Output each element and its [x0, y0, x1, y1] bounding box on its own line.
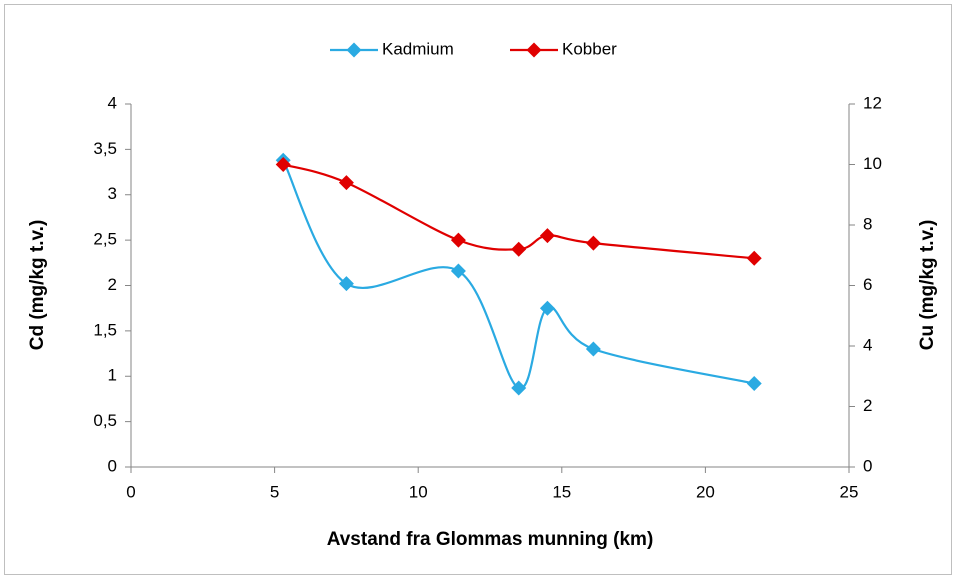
legend-label: Kadmium [382, 39, 454, 58]
data-point [450, 232, 466, 248]
y-tick-label: 3,5 [93, 139, 117, 158]
data-point [511, 380, 527, 396]
data-point [539, 300, 555, 316]
y2-tick-label: 2 [863, 396, 872, 415]
x-tick-label: 0 [126, 482, 135, 501]
data-point [450, 263, 466, 279]
x-tick-label: 20 [696, 482, 715, 501]
legend-marker [346, 42, 362, 58]
data-point [585, 235, 601, 251]
y-axis-title: Cd (mg/kg t.v.) [27, 220, 48, 351]
data-point [338, 175, 354, 191]
y-tick-label: 1,5 [93, 320, 117, 339]
y-tick-label: 2 [108, 275, 117, 294]
y2-axis-title: Cu (mg/kg t.v.) [917, 220, 938, 351]
y2-tick-label: 4 [863, 335, 872, 354]
data-point [585, 341, 601, 357]
y-tick-label: 2,5 [93, 230, 117, 249]
x-axis-title: Avstand fra Glommas munning (km) [327, 529, 654, 550]
legend-label: Kobber [562, 39, 617, 58]
y-tick-label: 1 [108, 366, 117, 385]
y-tick-label: 3 [108, 184, 117, 203]
chart-frame [4, 4, 952, 575]
data-point [338, 276, 354, 292]
legend-marker [526, 42, 542, 58]
x-tick-label: 10 [409, 482, 428, 501]
y-tick-label: 0 [108, 456, 117, 475]
data-point [746, 376, 762, 392]
y2-tick-label: 6 [863, 275, 872, 294]
data-point [275, 157, 291, 172]
x-tick-label: 25 [840, 482, 859, 501]
y-tick-label: 4 [108, 93, 117, 112]
y2-tick-label: 12 [863, 93, 882, 112]
y2-tick-label: 0 [863, 456, 872, 475]
data-point [511, 241, 527, 257]
x-tick-label: 15 [552, 482, 571, 501]
data-point [539, 228, 555, 244]
y2-tick-label: 10 [863, 154, 882, 173]
y2-tick-label: 8 [863, 214, 872, 233]
data-point [746, 250, 762, 266]
y-tick-label: 0,5 [93, 411, 117, 430]
x-tick-label: 5 [270, 482, 279, 501]
